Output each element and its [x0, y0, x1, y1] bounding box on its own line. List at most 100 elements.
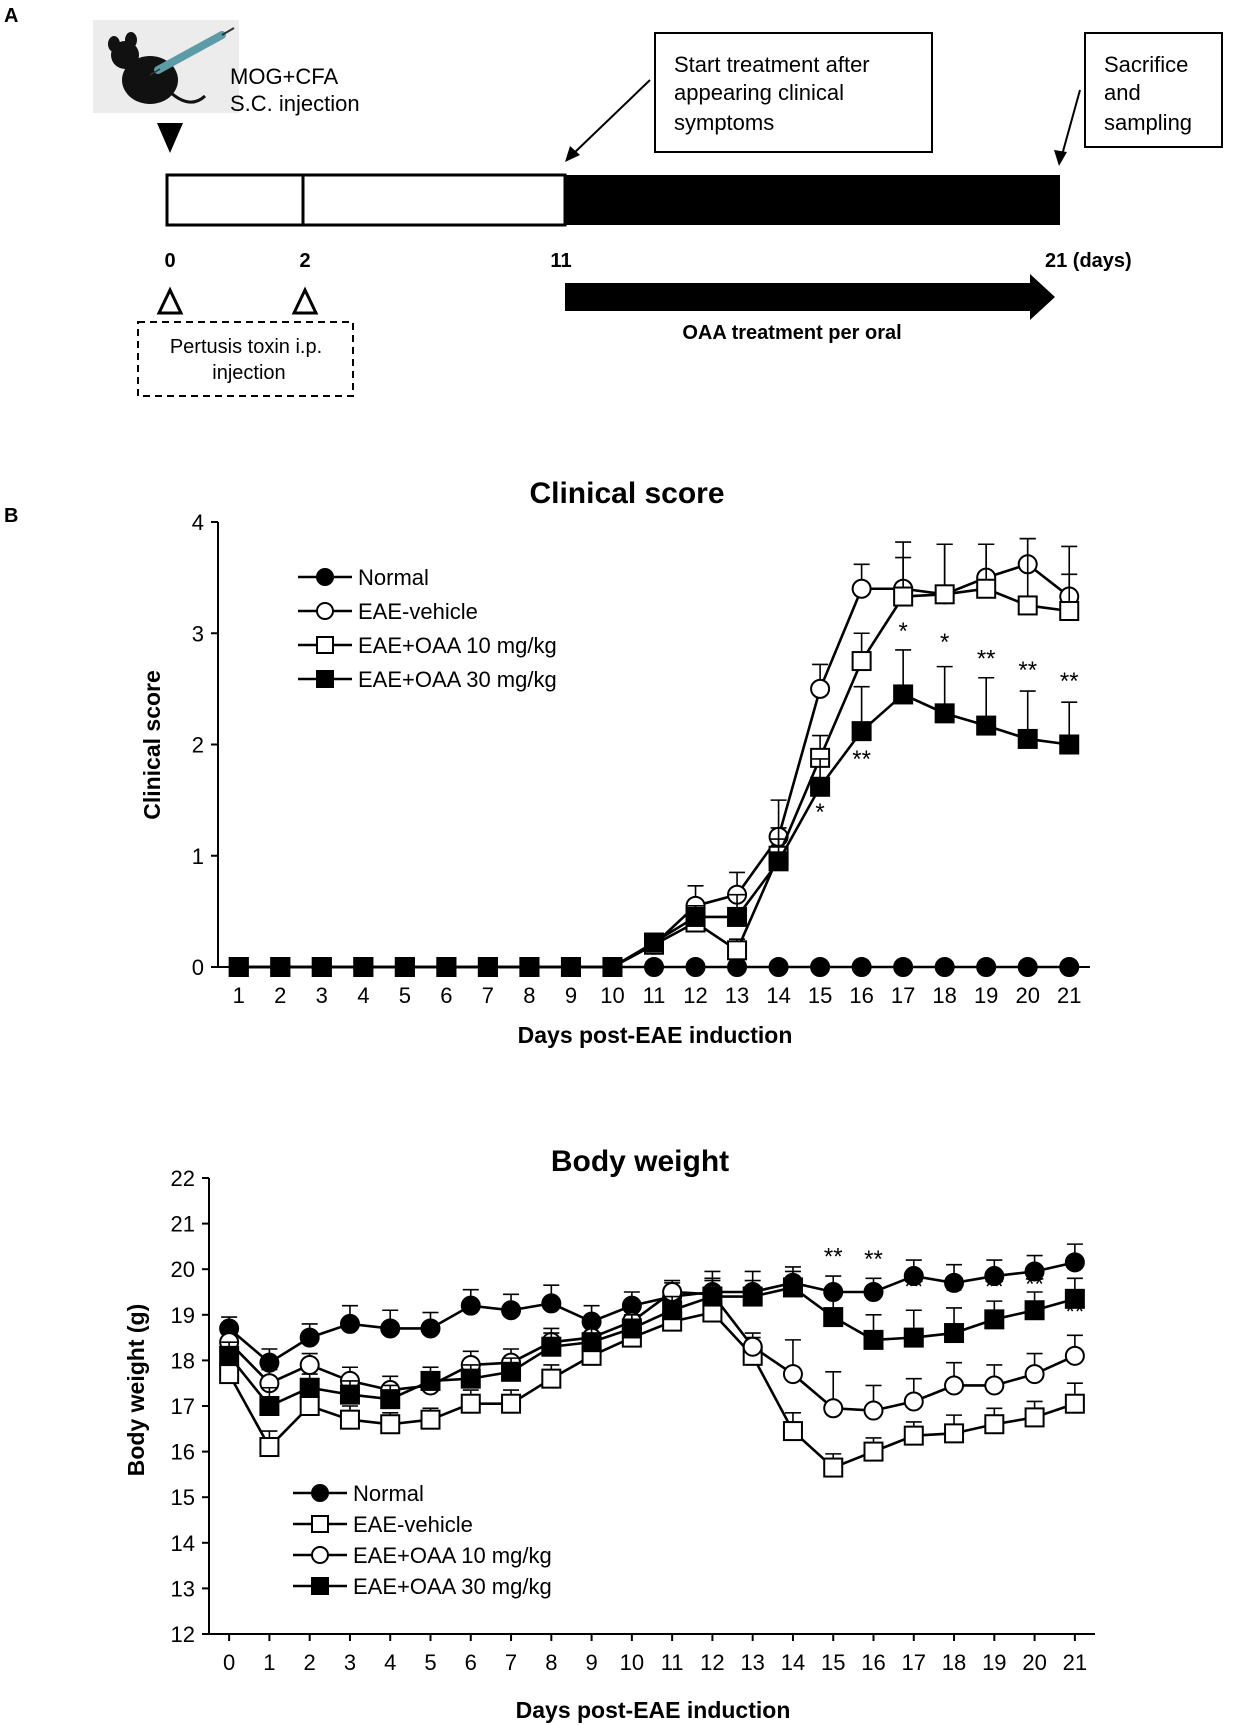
- clinical-point-eae-vehicle: [851, 578, 872, 599]
- weight-point-eae-vehicle: [541, 1368, 562, 1389]
- clinical-x-tick-label: 10: [600, 983, 624, 1008]
- weight-chart-title: Body weight: [551, 1145, 729, 1178]
- weight-series-line-eae-oaa-30-mg-kg: [228, 1286, 1076, 1408]
- clinical-significance-mark: **: [1018, 657, 1037, 684]
- weight-point-eae-oaa-30-mg-kg: [702, 1286, 723, 1307]
- clinical-point-normal: [810, 957, 831, 977]
- clinical-point-eae-oaa-10-mg-kg: [1059, 601, 1080, 621]
- clinical-point-eae-oaa-30-mg-kg: [560, 957, 581, 977]
- clinical-point-eae-oaa-30-mg-kg: [519, 957, 540, 977]
- clinical-point-normal: [727, 957, 748, 977]
- weight-point-eae-oaa-10-mg-kg: [984, 1375, 1005, 1396]
- panel-b-label: B: [4, 505, 18, 527]
- panel-a-label: A: [4, 5, 18, 27]
- weight-y-tick-label: 18: [171, 1348, 195, 1373]
- weight-point-eae-oaa-30-mg-kg: [219, 1345, 240, 1366]
- weight-legend-marker: [311, 1577, 329, 1595]
- pertussis-box: [137, 321, 354, 397]
- treatment-pointer-line: [571, 79, 651, 156]
- timeline-treatment-phase: [565, 175, 1060, 225]
- clinical-point-eae-oaa-30-mg-kg: [1059, 734, 1080, 755]
- clinical-legend-marker: [316, 602, 334, 620]
- weight-legend-marker: [311, 1484, 329, 1502]
- clinical-point-normal: [1059, 957, 1080, 977]
- weight-x-tick-label: 9: [585, 1650, 597, 1675]
- clinical-point-eae-oaa-10-mg-kg: [934, 584, 955, 605]
- clinical-significance-mark: *: [940, 629, 949, 656]
- clinical-x-tick-label: 18: [932, 983, 956, 1008]
- weight-y-tick-label: 12: [171, 1622, 195, 1647]
- weight-y-tick-label: 16: [171, 1440, 195, 1465]
- weight-x-tick-label: 11: [661, 1650, 684, 1675]
- clinical-point-eae-oaa-30-mg-kg: [976, 715, 997, 736]
- weight-point-eae-oaa-10-mg-kg: [742, 1336, 763, 1357]
- weight-point-eae-oaa-10-mg-kg: [782, 1364, 803, 1385]
- clinical-legend-label: EAE-vehicle: [358, 599, 478, 624]
- weight-x-tick-label: 8: [545, 1650, 557, 1675]
- weight-x-tick-label: 3: [344, 1650, 356, 1675]
- timeline-pre-treatment: [165, 173, 567, 227]
- panel-a: A MOG+CFA S.C. injection Start treatment…: [4, 5, 1223, 397]
- sacrifice-box-line3: sampling: [1104, 110, 1192, 135]
- weight-point-eae-oaa-30-mg-kg: [823, 1307, 844, 1328]
- clinical-y-tick-label: 0: [192, 955, 204, 980]
- weight-point-eae-oaa-30-mg-kg: [863, 1329, 884, 1350]
- clinical-point-normal: [893, 957, 914, 977]
- clinical-chart-title: Clinical score: [529, 477, 724, 510]
- clinical-significance-mark: **: [977, 646, 996, 673]
- weight-significance-mark: **: [1025, 1271, 1044, 1298]
- clinical-legend-marker: [316, 670, 334, 688]
- weight-point-normal: [339, 1313, 360, 1334]
- clinical-point-eae-oaa-30-mg-kg: [893, 684, 914, 705]
- clinical-point-eae-oaa-30-mg-kg: [685, 906, 706, 927]
- clinical-x-tick-label: 4: [357, 983, 369, 1008]
- clinical-y-axis-label: Clinical score: [139, 670, 165, 820]
- clinical-x-tick-label: 20: [1015, 983, 1039, 1008]
- clinical-x-tick-label: 12: [683, 983, 707, 1008]
- weight-y-tick-label: 17: [171, 1394, 195, 1419]
- clinical-series-line-eae-vehicle: [238, 562, 1071, 969]
- treatment-box: [654, 32, 933, 153]
- weight-x-tick-label: 14: [781, 1650, 805, 1675]
- weight-point-normal: [501, 1300, 522, 1321]
- clinical-point-eae-oaa-30-mg-kg: [602, 957, 623, 977]
- weight-point-eae-oaa-10-mg-kg: [944, 1375, 965, 1396]
- sacrifice-box-line2: and: [1104, 80, 1141, 105]
- weight-point-eae-oaa-10-mg-kg: [863, 1400, 884, 1421]
- weight-point-normal: [380, 1318, 401, 1339]
- clinical-legend-label: Normal: [358, 565, 429, 590]
- clinical-x-tick-label: 3: [316, 983, 328, 1008]
- oaa-treatment-arrow: [565, 274, 1055, 320]
- weight-point-eae-vehicle: [944, 1423, 965, 1444]
- body-weight-chart: Body weight Days post-EAE induction Body…: [123, 1145, 1095, 1723]
- clinical-point-normal: [685, 957, 706, 977]
- injection-text-line2: S.C. injection: [230, 91, 360, 116]
- weight-x-tick-label: 17: [902, 1650, 926, 1675]
- weight-legend-marker: [311, 1515, 329, 1533]
- weight-point-normal: [984, 1266, 1005, 1287]
- weight-point-eae-vehicle: [1024, 1407, 1045, 1428]
- clinical-significance-mark: **: [1060, 668, 1079, 695]
- clinical-x-tick-label: 17: [891, 983, 915, 1008]
- clinical-x-tick-label: 7: [482, 983, 494, 1008]
- weight-point-eae-oaa-30-mg-kg: [380, 1389, 401, 1410]
- weight-y-tick-label: 13: [171, 1576, 195, 1601]
- weight-y-tick-label: 21: [171, 1212, 195, 1237]
- clinical-point-eae-oaa-30-mg-kg: [851, 721, 872, 742]
- clinical-x-tick-label: 2: [274, 983, 286, 1008]
- sacrifice-pointer-line: [1061, 89, 1081, 156]
- clinical-series-line-eae-oaa-30-mg-kg: [238, 692, 1070, 969]
- weight-point-normal: [863, 1282, 884, 1302]
- weight-x-tick-label: 12: [700, 1650, 724, 1675]
- weight-x-tick-label: 4: [384, 1650, 396, 1675]
- clinical-x-tick-label: 6: [440, 983, 452, 1008]
- weight-y-tick-label: 20: [171, 1257, 195, 1282]
- weight-x-tick-label: 10: [620, 1650, 644, 1675]
- weight-x-tick-label: 2: [304, 1650, 316, 1675]
- weight-significance-mark: **: [945, 1278, 964, 1305]
- day-label-11: 11: [550, 250, 571, 272]
- clinical-x-tick-label: 19: [974, 983, 998, 1008]
- clinical-x-tick-label: 14: [766, 983, 790, 1008]
- weight-point-eae-oaa-30-mg-kg: [903, 1327, 924, 1348]
- clinical-point-normal: [1017, 957, 1038, 977]
